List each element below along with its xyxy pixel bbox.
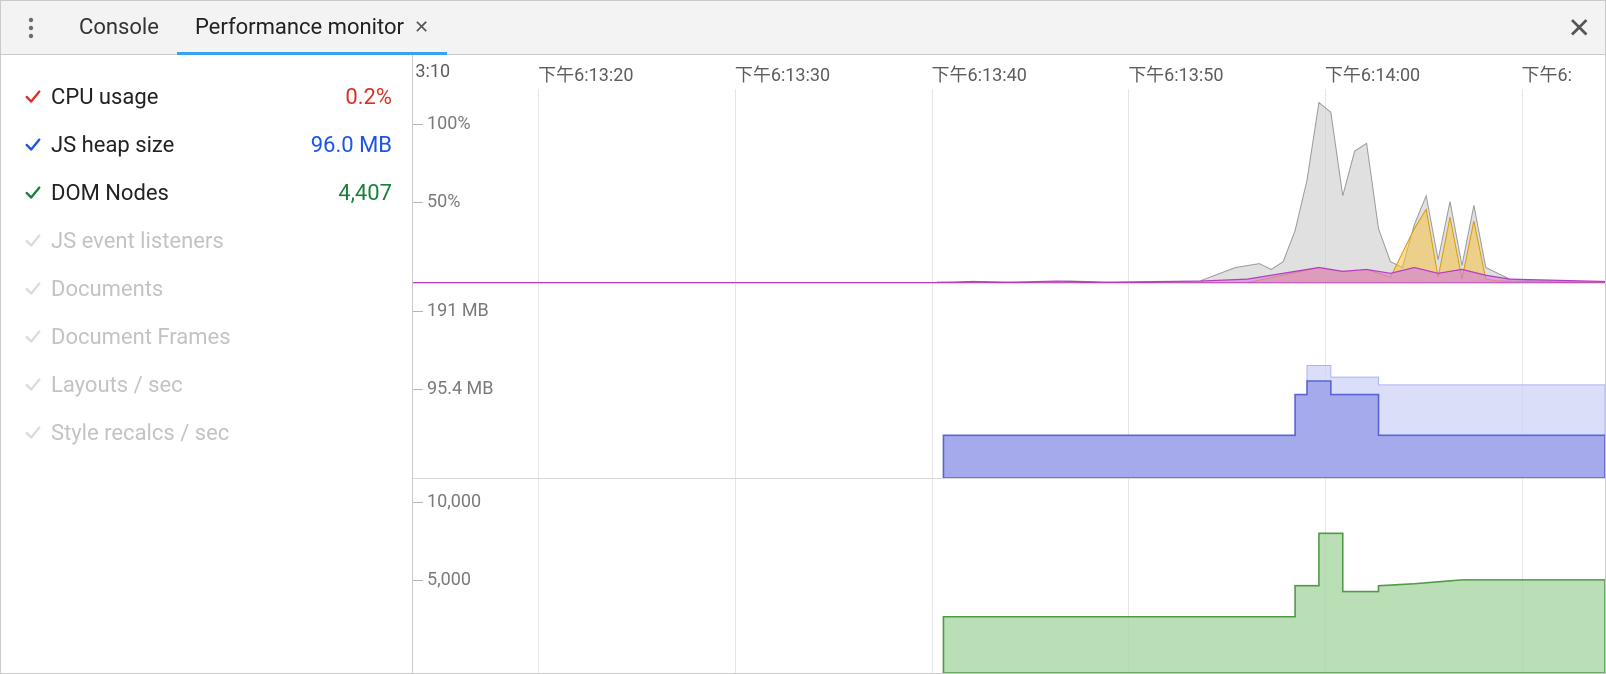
tab-bar: Console Performance monitor ✕ ✕ — [1, 1, 1605, 55]
metric-value: 96.0 MB — [311, 133, 392, 158]
timeline-tick: 下午6:13:40 — [932, 61, 1027, 87]
chart-svg — [413, 89, 1605, 283]
panel-body: CPU usage0.2%JS heap size96.0 MBDOM Node… — [1, 55, 1605, 673]
timeline-tick: 下午6:13:30 — [735, 61, 830, 87]
panel-close-button[interactable]: ✕ — [1568, 11, 1591, 44]
chart-stack: 100%50% 191 MB95.4 MB 10,0005,000 — [413, 89, 1605, 673]
metric-toggle-heap[interactable]: JS heap size96.0 MB — [21, 121, 392, 169]
chart-svg — [413, 284, 1605, 478]
chart-js-heap: 191 MB95.4 MB — [413, 283, 1605, 478]
devtools-panel: Console Performance monitor ✕ ✕ CPU usag… — [0, 0, 1606, 674]
metric-value: 0.2% — [345, 85, 392, 110]
chart-cpu-usage: 100%50% — [413, 89, 1605, 283]
metric-label: Document Frames — [51, 325, 392, 350]
metric-toggle-cpu[interactable]: CPU usage0.2% — [21, 73, 392, 121]
chart-dom-nodes: 10,0005,000 — [413, 478, 1605, 673]
check-icon — [21, 328, 45, 346]
metrics-sidebar: CPU usage0.2%JS heap size96.0 MBDOM Node… — [1, 55, 413, 673]
metric-label: JS event listeners — [51, 229, 392, 254]
chart-svg — [413, 479, 1605, 673]
tab-close-button[interactable]: ✕ — [414, 19, 429, 37]
metric-toggle-frames[interactable]: Document Frames — [21, 313, 392, 361]
check-icon — [21, 232, 45, 250]
metric-toggle-layouts[interactable]: Layouts / sec — [21, 361, 392, 409]
timeline-tick: 3:10 — [415, 61, 450, 82]
timeline-tick: 下午6:13:20 — [538, 61, 633, 87]
metric-label: Layouts / sec — [51, 373, 392, 398]
tab-label: Performance monitor — [195, 15, 404, 40]
metric-label: Documents — [51, 277, 392, 302]
kebab-menu-button[interactable] — [1, 17, 61, 39]
metric-toggle-docs[interactable]: Documents — [21, 265, 392, 313]
metric-label: JS heap size — [51, 133, 311, 158]
tab-performance-monitor[interactable]: Performance monitor ✕ — [177, 1, 447, 54]
kebab-icon — [28, 17, 34, 39]
check-icon — [21, 184, 45, 202]
timeline: 3:10 下午6:13:20 下午6:13:30 下午6:13:40 下午6:13:50… — [413, 55, 1605, 89]
tab-console[interactable]: Console — [61, 1, 177, 54]
check-icon — [21, 88, 45, 106]
check-icon — [21, 280, 45, 298]
metric-label: CPU usage — [51, 85, 345, 110]
metric-toggle-dom[interactable]: DOM Nodes4,407 — [21, 169, 392, 217]
metric-toggle-recalcs[interactable]: Style recalcs / sec — [21, 409, 392, 457]
metric-value: 4,407 — [338, 181, 392, 206]
series-grey — [937, 103, 1605, 283]
charts-area: 3:10 下午6:13:20 下午6:13:30 下午6:13:40 下午6:13:50… — [413, 55, 1605, 673]
metric-label: Style recalcs / sec — [51, 421, 392, 446]
series-magenta — [413, 267, 1605, 283]
series-dom — [943, 533, 1605, 673]
timeline-tick: 下午6:13:50 — [1128, 61, 1223, 87]
check-icon — [21, 424, 45, 442]
timeline-tick: 下午6: — [1522, 61, 1572, 87]
check-icon — [21, 376, 45, 394]
metric-label: DOM Nodes — [51, 181, 338, 206]
metric-toggle-listeners[interactable]: JS event listeners — [21, 217, 392, 265]
tab-label: Console — [79, 15, 159, 40]
timeline-tick: 下午6:14:00 — [1325, 61, 1420, 87]
check-icon — [21, 136, 45, 154]
